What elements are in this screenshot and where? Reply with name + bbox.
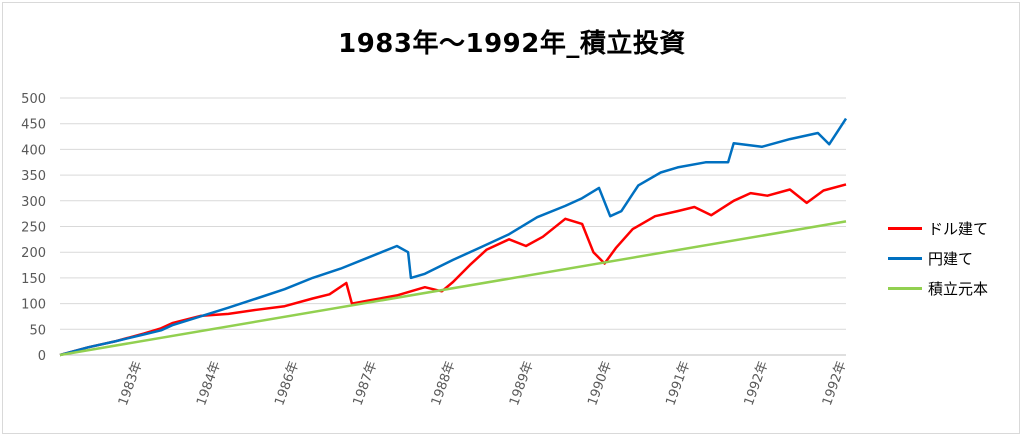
y-tick-label: 500 [21, 92, 46, 107]
x-tick-label: 1991年 [663, 359, 693, 407]
y-tick-label: 250 [21, 221, 46, 236]
x-tick-label: 1990年 [585, 359, 615, 407]
y-tick-label: 150 [21, 272, 46, 287]
series-line-1 [59, 117, 848, 357]
legend-swatch-yen [888, 256, 922, 260]
x-tick-label: 1983年 [116, 359, 146, 407]
series-line-2 [59, 220, 847, 357]
legend-item-dollar: ドル建て [888, 213, 1024, 243]
y-tick-label: 0 [38, 349, 46, 364]
x-tick-label: 1992年 [820, 359, 850, 407]
legend-label-dollar: ドル建て [928, 219, 989, 238]
y-tick-label: 100 [21, 298, 46, 313]
line-chart: 0 50 100 150 200 250 300 350 400 450 500 1983年 1984年… [21, 92, 850, 408]
series-line-0 [59, 183, 847, 357]
x-tick-label: 1987年 [351, 359, 381, 407]
x-tick-label: 1988年 [429, 359, 459, 407]
x-tick-label: 1986年 [272, 359, 302, 407]
chart-title: 1983年～1992年_積立投資 [338, 29, 686, 59]
legend-item-principal: 積立元本 [888, 273, 1024, 303]
y-tick-label: 450 [21, 118, 46, 133]
chart-legend: ドル建て 円建て 積立元本 [888, 213, 1024, 303]
y-tick-label: 300 [21, 195, 46, 210]
y-tick-label: 350 [21, 169, 46, 184]
legend-label-principal: 積立元本 [928, 279, 989, 298]
y-tick-label: 200 [21, 246, 46, 261]
x-tick-label: 1992年 [742, 359, 772, 407]
legend-swatch-principal [888, 286, 922, 290]
legend-swatch-dollar [888, 226, 922, 230]
x-tick-label: 1984年 [194, 359, 224, 407]
y-tick-label: 50 [29, 323, 46, 338]
legend-item-yen: 円建て [888, 243, 1024, 273]
y-tick-label: 400 [21, 143, 46, 158]
x-tick-label: 1989年 [507, 359, 537, 407]
legend-label-yen: 円建て [928, 249, 974, 268]
